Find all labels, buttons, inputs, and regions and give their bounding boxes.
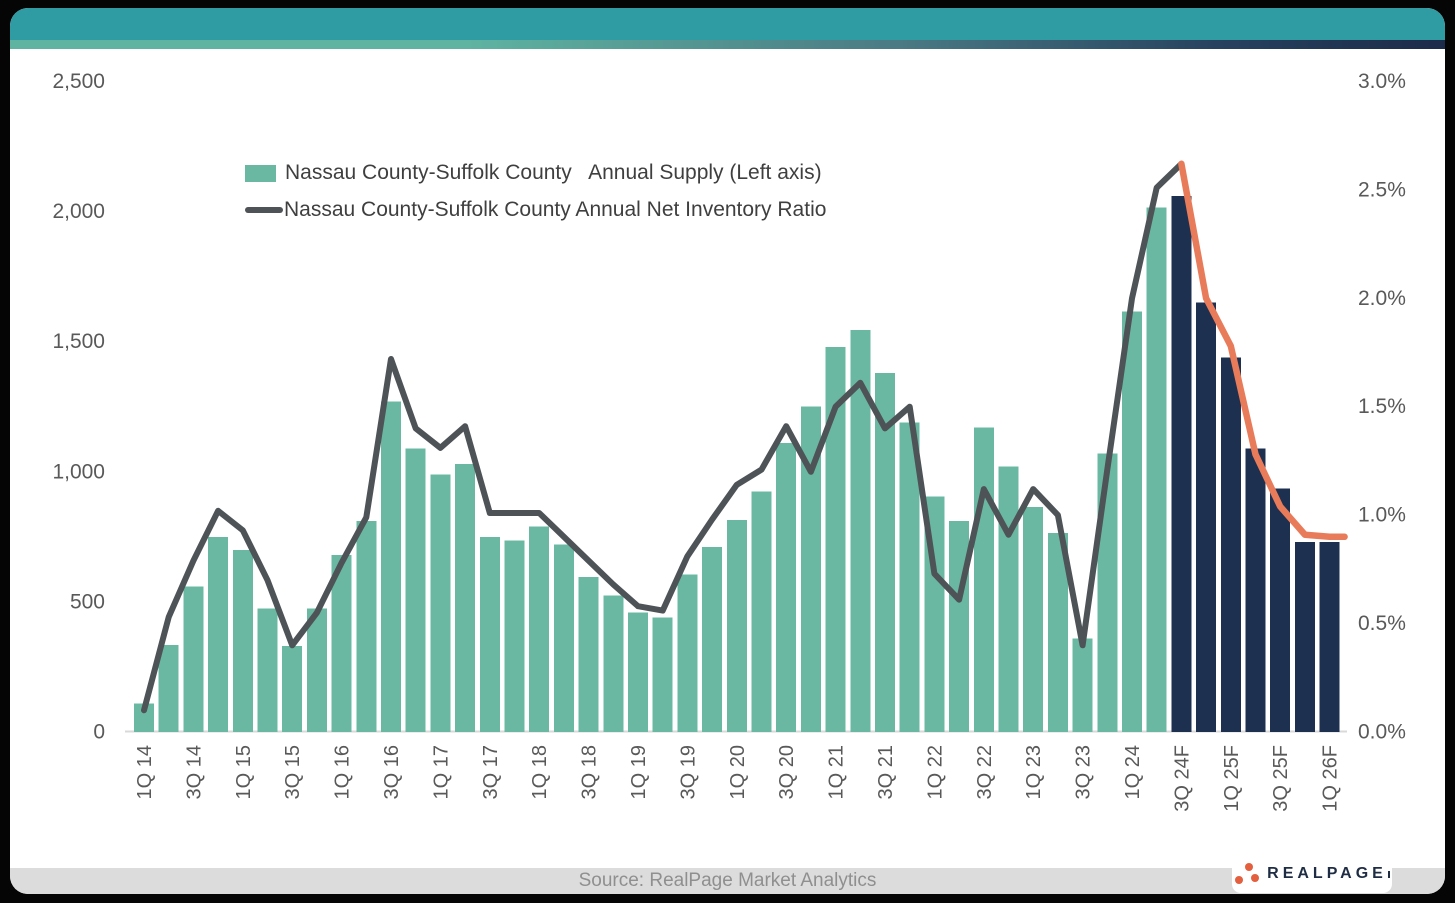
ratio-swatch-icon xyxy=(245,207,283,213)
trademark-mark xyxy=(1387,870,1390,878)
legend-supply-label: Nassau County-Suffolk County Annual Supp… xyxy=(285,161,822,184)
chart-legend: Nassau County-Suffolk County Annual Supp… xyxy=(245,161,826,222)
header-gradient-strip xyxy=(10,40,1445,49)
legend-item-supply: Nassau County-Suffolk County Annual Supp… xyxy=(245,161,826,185)
realpage-logo: REALPAGE xyxy=(1232,855,1392,893)
legend-item-ratio: Nassau County-Suffolk County Annual Net … xyxy=(245,198,826,222)
supply-swatch-icon xyxy=(245,164,276,182)
source-text: Source: RealPage Market Analytics xyxy=(578,870,877,891)
chart-card: Source: RealPage Market Analytics REALPA… xyxy=(10,8,1445,894)
header-teal-bar xyxy=(10,8,1445,40)
realpage-wordmark: REALPAGE xyxy=(1267,865,1387,882)
source-bar: Source: RealPage Market Analytics xyxy=(10,868,1445,894)
realpage-dots-icon xyxy=(1234,862,1260,886)
legend-ratio-label: Nassau County-Suffolk County Annual Net … xyxy=(284,198,827,221)
